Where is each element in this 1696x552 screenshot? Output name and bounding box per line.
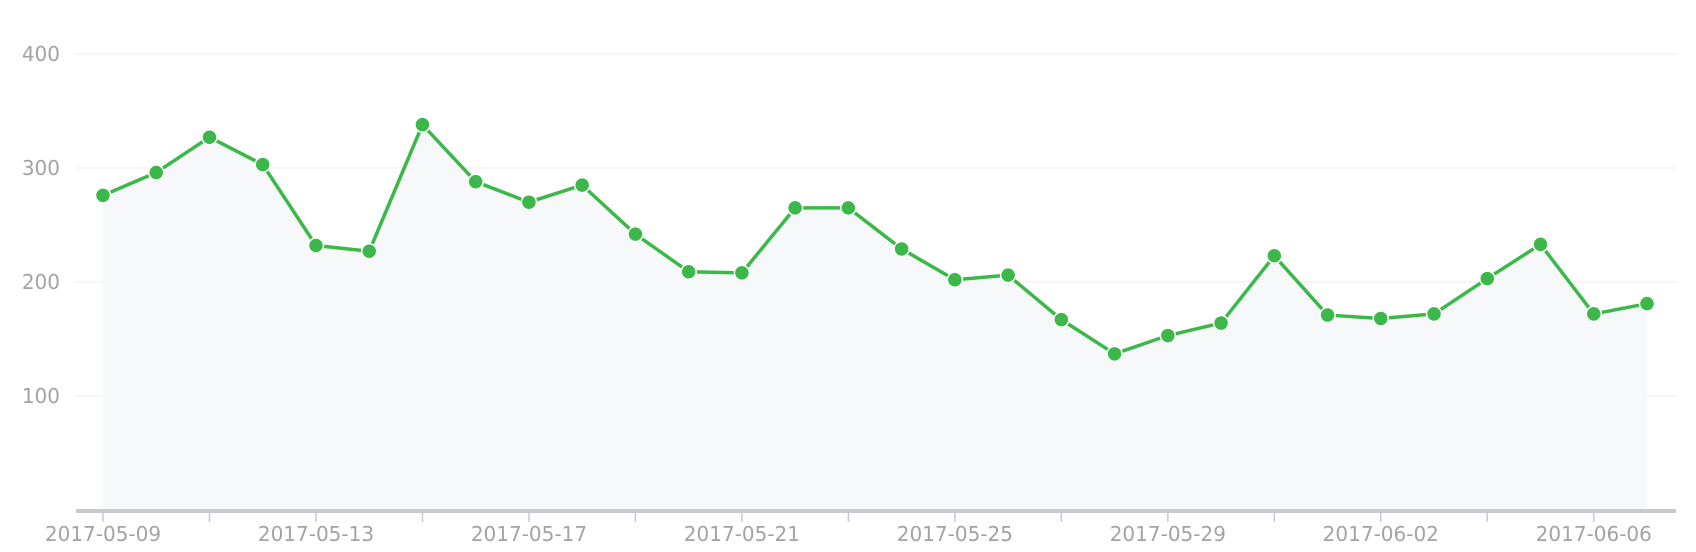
data-point[interactable] [94,187,112,204]
data-point[interactable] [360,242,378,260]
y-tick-label: 400 [22,42,60,66]
data-point[interactable] [467,173,484,190]
x-tick-label: 2017-05-21 [684,522,800,546]
data-point[interactable] [893,240,910,258]
data-points [94,116,1656,363]
data-point[interactable] [1319,306,1336,324]
x-tick-label: 2017-06-06 [1536,522,1652,546]
data-point[interactable] [254,156,271,173]
data-point[interactable] [840,199,857,217]
y-tick-label: 100 [22,384,60,408]
x-tick-label: 2017-05-29 [1110,522,1226,546]
data-point[interactable] [520,193,538,211]
data-point[interactable] [1266,247,1283,265]
area-path [103,124,1647,511]
x-tick-label: 2017-05-17 [471,522,587,546]
x-tick-label: 2017-05-09 [45,522,161,546]
data-point[interactable] [999,266,1017,284]
data-point[interactable] [627,225,644,243]
area-fill [103,124,1647,511]
y-tick-label: 200 [22,270,60,294]
data-point[interactable] [680,263,697,280]
data-point[interactable] [733,264,751,282]
y-tick-label: 300 [22,156,60,180]
x-tick-label: 2017-05-13 [258,522,374,546]
data-point[interactable] [147,164,165,181]
data-point[interactable] [1585,305,1603,323]
data-point[interactable] [1425,305,1443,323]
data-point[interactable] [573,176,591,194]
data-point[interactable] [1479,270,1496,287]
data-point[interactable] [1212,314,1230,332]
x-axis [76,509,1676,522]
data-point[interactable] [414,116,431,133]
data-point[interactable] [1372,310,1390,327]
data-point[interactable] [1106,345,1123,363]
y-axis-labels: 100 200 300 400 [22,42,60,408]
data-point[interactable] [1638,295,1656,312]
x-tick-label: 2017-06-02 [1323,522,1439,546]
data-point[interactable] [786,199,804,217]
data-point[interactable] [201,128,218,146]
x-axis-labels: 2017-05-09 2017-05-13 2017-05-17 2017-05-21… [45,522,1652,546]
data-point[interactable] [1159,327,1177,344]
data-point[interactable] [1532,236,1549,253]
data-point[interactable] [307,237,325,254]
series-line-path [102,122,1648,356]
data-point[interactable] [946,271,964,288]
x-tick-label: 2017-05-25 [897,522,1013,546]
data-point[interactable] [1053,311,1070,328]
series-line [102,122,1648,356]
